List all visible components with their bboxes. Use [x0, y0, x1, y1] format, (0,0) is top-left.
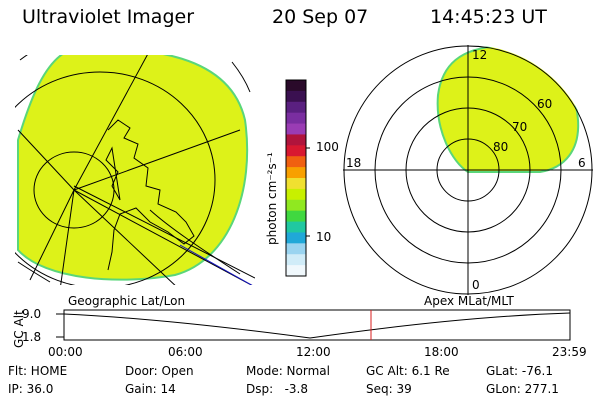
- status-dsp: Dsp: -3.8: [246, 382, 309, 396]
- status-glat: GLat: -76.1: [486, 364, 553, 378]
- colorbar-swatch: [286, 80, 306, 92]
- colorbar-swatch: [286, 112, 306, 125]
- colorbar-swatch: [286, 167, 306, 179]
- mlt-label-12: 12: [472, 48, 488, 62]
- colorbar-swatch: [286, 210, 306, 223]
- colorbar-swatch: [286, 145, 306, 157]
- time-label: 14:45:23 UT: [430, 6, 547, 28]
- timeline-x-tick-0600: 06:00: [168, 345, 203, 359]
- emission-region: [17, 55, 249, 281]
- colorbar-swatch: [286, 221, 306, 233]
- colorbar-tick-10: 10: [316, 230, 332, 244]
- colorbar-unit-label: photon cm⁻²s⁻¹: [265, 152, 279, 245]
- status-gc-alt: GC Alt: 6.1 Re: [366, 364, 450, 378]
- left-panel-caption: Geographic Lat/Lon: [68, 294, 186, 308]
- status-ip: IP: 36.0: [8, 382, 54, 396]
- lat-label-60: 60: [537, 97, 553, 111]
- colorbar-swatch: [286, 156, 306, 168]
- colorbar-swatch: [286, 123, 306, 135]
- colorbar-swatch: [286, 188, 306, 201]
- colorbar-swatch: [286, 90, 306, 103]
- colorbar-swatch: [286, 232, 306, 244]
- colorbar-swatch: [286, 101, 306, 114]
- colorbar-swatch: [286, 199, 306, 212]
- colorbar: [285, 79, 310, 277]
- instrument-title: Ultraviolet Imager: [22, 6, 195, 28]
- colorbar-swatch: [286, 178, 306, 190]
- altitude-timeline: [56, 309, 571, 341]
- colorbar-swatch: [286, 254, 306, 266]
- status-mode: Mode: Normal: [246, 364, 330, 378]
- mlt-label-0: 0: [472, 278, 480, 292]
- timeline-x-tick-1800: 18:00: [424, 345, 459, 359]
- colorbar-swatch: [286, 243, 306, 255]
- colorbar-swatch: [286, 265, 306, 277]
- colorbar-frame: [285, 79, 307, 277]
- colorbar-swatch: [286, 134, 306, 146]
- timeline-y-tick-high: 9.0: [22, 307, 42, 321]
- colorbar-tick-100: 100: [316, 140, 339, 154]
- status-door: Door: Open: [125, 364, 194, 378]
- geographic-map: [15, 55, 255, 285]
- status-seq: Seq: 39: [366, 382, 412, 396]
- timeline-y-tick-low: 1.8: [22, 330, 42, 344]
- status-glon: GLon: 277.1: [486, 382, 559, 396]
- timeline-x-tick-0000: 00:00: [48, 345, 83, 359]
- lat-label-80: 80: [493, 140, 509, 154]
- right-panel-caption: Apex MLat/MLT: [424, 294, 514, 308]
- timeline-x-tick-2359: 23:59: [552, 345, 587, 359]
- timeline-x-tick-1200: 12:00: [296, 345, 331, 359]
- mlt-label-6: 6: [578, 156, 586, 170]
- status-gain: Gain: 14: [125, 382, 176, 396]
- date-label: 20 Sep 07: [272, 6, 369, 28]
- mlt-label-18: 18: [346, 156, 362, 170]
- status-flight: Flt: HOME: [8, 364, 68, 378]
- lat-label-70: 70: [512, 120, 528, 134]
- polar-map: [343, 45, 593, 295]
